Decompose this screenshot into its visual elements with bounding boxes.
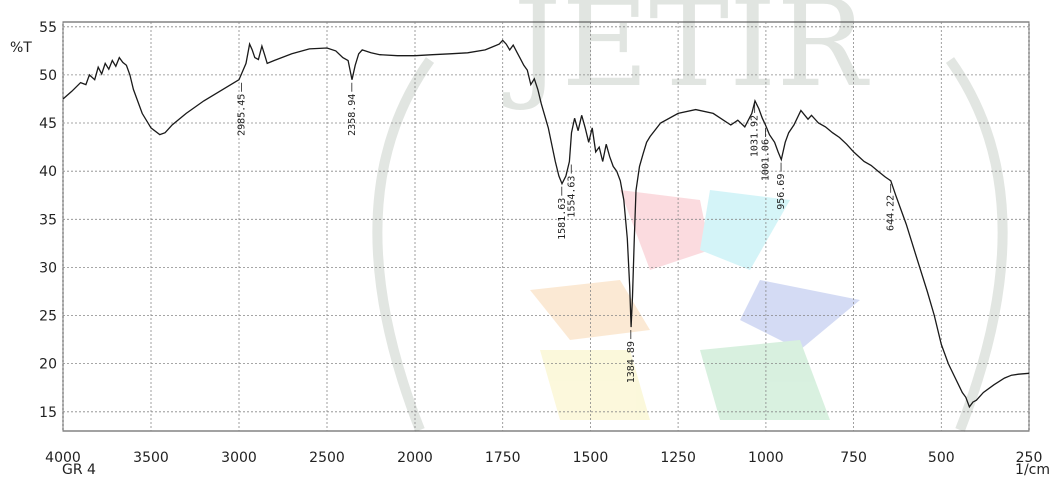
- x-tick-label: 750: [840, 450, 867, 466]
- x-tick-label: 3500: [133, 450, 169, 466]
- x-tick-label: 1250: [660, 450, 696, 466]
- y-tick-label: 30: [39, 260, 57, 276]
- y-tick-label: 25: [39, 309, 57, 325]
- grid: [62, 22, 1030, 431]
- y-tick-label: 55: [39, 20, 57, 36]
- x-tick-label: 3000: [221, 450, 257, 466]
- x-tick-label: 4000: [45, 450, 81, 466]
- transmittance-line: [62, 39, 1030, 409]
- watermark: JETIR: [372, 0, 1008, 432]
- x-tick-label: 1500: [573, 450, 609, 466]
- peak-label: 1001.06: [760, 139, 771, 181]
- x-tick-label: 1000: [748, 450, 784, 466]
- y-tick-label: 40: [39, 164, 57, 180]
- peak-label: 1384.89: [626, 341, 637, 383]
- sample-label: GR 4: [62, 462, 96, 477]
- peak-label: 956.69: [776, 174, 787, 210]
- peak-label: 644.22: [886, 195, 897, 231]
- y-tick-label: 20: [39, 357, 57, 373]
- peak-label: 1581.63: [557, 198, 568, 240]
- x-axis-unit: 1/cm: [1015, 462, 1050, 477]
- x-tick-label: 2500: [309, 450, 345, 466]
- peak-label: 1554.63: [566, 176, 577, 218]
- x-tick-labels: 4000 3500 3000 2500 2000 1750 1500 1250 1000 750 5…: [45, 450, 1042, 466]
- x-tick-label: 2000: [397, 450, 433, 466]
- svg-text:JETIR: JETIR: [502, 0, 870, 114]
- y-axis-label: %T: [10, 40, 32, 56]
- peak-label: 2358.94: [347, 94, 358, 136]
- x-tick-label: 250: [1016, 450, 1043, 466]
- y-tick-labels: 15 20 25 30 35 40 45 50 55: [39, 20, 57, 421]
- peak-label: 1031.92: [750, 115, 761, 157]
- y-tick-label: 50: [39, 68, 57, 84]
- y-tick-label: 45: [39, 116, 57, 132]
- peak-label: 2985.45: [237, 94, 248, 136]
- x-tick-label: 1750: [485, 450, 521, 466]
- y-tick-label: 15: [39, 405, 57, 421]
- x-tick-label: 500: [928, 450, 955, 466]
- y-tick-label: 35: [39, 212, 57, 228]
